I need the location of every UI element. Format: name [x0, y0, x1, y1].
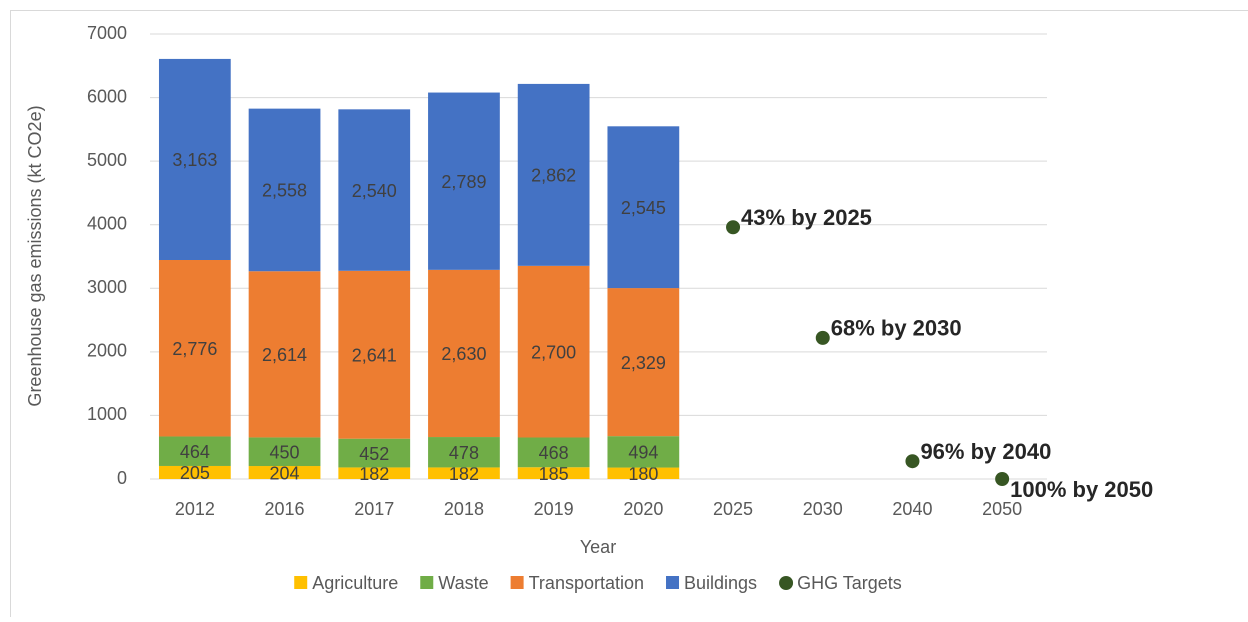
data-label: 2,558	[262, 181, 307, 201]
data-label: 205	[180, 463, 210, 483]
x-axis-label: Year	[580, 537, 616, 557]
y-tick-label: 3000	[87, 277, 127, 297]
y-tick-label: 1000	[87, 404, 127, 424]
x-tick-label: 2016	[265, 499, 305, 519]
target-label: 100% by 2050	[1010, 477, 1153, 502]
legend-label: GHG Targets	[797, 573, 902, 593]
data-label: 2,789	[441, 172, 486, 192]
legend-label: Waste	[438, 573, 488, 593]
legend-symbol	[511, 576, 524, 589]
legend-symbol	[666, 576, 679, 589]
x-tick-label: 2020	[623, 499, 663, 519]
legend-symbol	[294, 576, 307, 589]
y-tick-label: 2000	[87, 341, 127, 361]
data-label: 2,329	[621, 353, 666, 373]
target-point	[995, 472, 1009, 486]
y-tick-label: 7000	[87, 23, 127, 43]
data-label: 2,545	[621, 198, 666, 218]
x-tick-label: 2025	[713, 499, 753, 519]
data-label: 2,540	[352, 181, 397, 201]
x-tick-label: 2018	[444, 499, 484, 519]
x-tick-label: 2019	[534, 499, 574, 519]
target-point	[905, 454, 919, 468]
data-label: 2,776	[172, 339, 217, 359]
y-tick-label: 6000	[87, 86, 127, 106]
target-label: 68% by 2030	[831, 316, 962, 341]
legend-symbol	[779, 576, 793, 590]
y-tick-label: 4000	[87, 213, 127, 233]
target-label: 43% by 2025	[741, 205, 872, 230]
legend-symbol	[420, 576, 433, 589]
x-tick-label: 2030	[803, 499, 843, 519]
data-label: 494	[628, 443, 658, 463]
legend-label: Agriculture	[312, 573, 398, 593]
x-tick-label: 2040	[892, 499, 932, 519]
data-label: 3,163	[172, 150, 217, 170]
data-label: 2,614	[262, 345, 307, 365]
target-point	[726, 220, 740, 234]
legend-label: Transportation	[529, 573, 644, 593]
y-tick-label: 5000	[87, 150, 127, 170]
data-label: 204	[270, 463, 300, 483]
data-label: 452	[359, 444, 389, 464]
y-axis-label: Greenhouse gas emissions (kt CO2e)	[25, 105, 45, 406]
data-label: 450	[270, 442, 300, 462]
data-label: 478	[449, 443, 479, 463]
data-label: 464	[180, 442, 210, 462]
data-label: 2,630	[441, 344, 486, 364]
x-tick-label: 2012	[175, 499, 215, 519]
target-point	[816, 331, 830, 345]
target-label: 96% by 2040	[920, 439, 1051, 464]
y-tick-label: 0	[117, 468, 127, 488]
data-label: 2,641	[352, 345, 397, 365]
data-label: 468	[539, 443, 569, 463]
legend-label: Buildings	[684, 573, 757, 593]
data-label: 2,700	[531, 342, 576, 362]
data-label: 2,862	[531, 166, 576, 186]
x-tick-label: 2017	[354, 499, 394, 519]
